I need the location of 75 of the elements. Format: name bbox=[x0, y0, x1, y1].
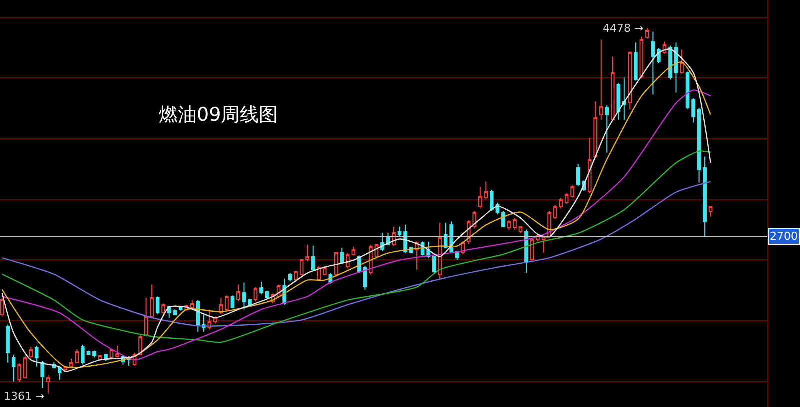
candlestick bbox=[156, 296, 160, 315]
candlestick bbox=[178, 306, 183, 312]
candlestick bbox=[46, 374, 50, 394]
ref-line-label: 2700 bbox=[770, 230, 798, 243]
candlestick bbox=[622, 77, 626, 120]
candlestick bbox=[502, 210, 506, 228]
candlestick bbox=[697, 107, 702, 184]
candlestick bbox=[190, 299, 194, 309]
candlestick bbox=[478, 186, 482, 210]
candlestick bbox=[81, 344, 85, 366]
candlestick bbox=[553, 204, 558, 220]
candlestick bbox=[144, 297, 148, 338]
candlestick bbox=[138, 334, 142, 356]
candlestick bbox=[92, 350, 96, 358]
annotation: 4478 → bbox=[603, 22, 644, 35]
candlestick bbox=[542, 236, 546, 254]
candlestick bbox=[311, 245, 316, 272]
candlestick bbox=[317, 266, 322, 282]
candlestick bbox=[610, 56, 615, 122]
candlestick bbox=[70, 358, 74, 369]
candlestick bbox=[507, 220, 512, 230]
candlestick bbox=[455, 250, 460, 261]
annotation: 1361 → bbox=[4, 390, 45, 403]
candlestick bbox=[680, 49, 684, 74]
candlestick bbox=[564, 193, 569, 205]
candlestick bbox=[322, 266, 327, 276]
candlestick bbox=[588, 137, 592, 194]
candlestick bbox=[490, 190, 494, 212]
candlestick bbox=[346, 252, 350, 270]
candlestick bbox=[616, 82, 621, 120]
candlestick bbox=[646, 28, 650, 40]
candlestick bbox=[570, 184, 574, 199]
candlestick bbox=[294, 270, 298, 282]
candlestick bbox=[23, 356, 28, 380]
candlestick bbox=[150, 284, 154, 318]
candlestick bbox=[288, 272, 292, 282]
candlestick bbox=[334, 252, 338, 278]
candlestick bbox=[29, 346, 34, 360]
candlestick bbox=[219, 297, 224, 315]
candlestick bbox=[518, 226, 523, 234]
candlestick bbox=[40, 360, 45, 388]
candlestick bbox=[18, 363, 22, 382]
candlestick bbox=[260, 281, 264, 295]
candlestick bbox=[254, 286, 258, 302]
candlestick bbox=[248, 298, 252, 307]
candlestick bbox=[703, 156, 707, 238]
candlestick bbox=[196, 300, 200, 332]
candlestick bbox=[352, 246, 356, 256]
candlestick bbox=[651, 31, 656, 96]
candlestick bbox=[513, 218, 517, 230]
candlestick bbox=[12, 354, 16, 382]
candlestick bbox=[225, 295, 229, 312]
candlestick bbox=[86, 350, 91, 356]
candlestick bbox=[599, 39, 604, 120]
candlestick bbox=[674, 42, 678, 94]
candlestick bbox=[75, 349, 80, 364]
candlestick bbox=[230, 295, 235, 309]
candlestick bbox=[236, 284, 240, 302]
text: 燃油09周线图 bbox=[159, 104, 278, 126]
candlestick bbox=[6, 324, 10, 364]
candlestick bbox=[162, 303, 166, 315]
candlestick bbox=[58, 366, 62, 380]
candlestick bbox=[559, 198, 563, 210]
candlestick bbox=[34, 346, 39, 368]
candlestick bbox=[242, 282, 246, 310]
candlestick bbox=[605, 105, 610, 154]
candlestick bbox=[634, 42, 638, 82]
candlestick bbox=[484, 181, 488, 200]
candlestick bbox=[432, 255, 436, 274]
candlestick bbox=[116, 345, 120, 358]
candlestick bbox=[668, 45, 672, 80]
candlestick bbox=[398, 226, 402, 238]
candlestick bbox=[692, 98, 696, 124]
candlestick bbox=[576, 163, 580, 187]
candlestick bbox=[708, 206, 713, 218]
